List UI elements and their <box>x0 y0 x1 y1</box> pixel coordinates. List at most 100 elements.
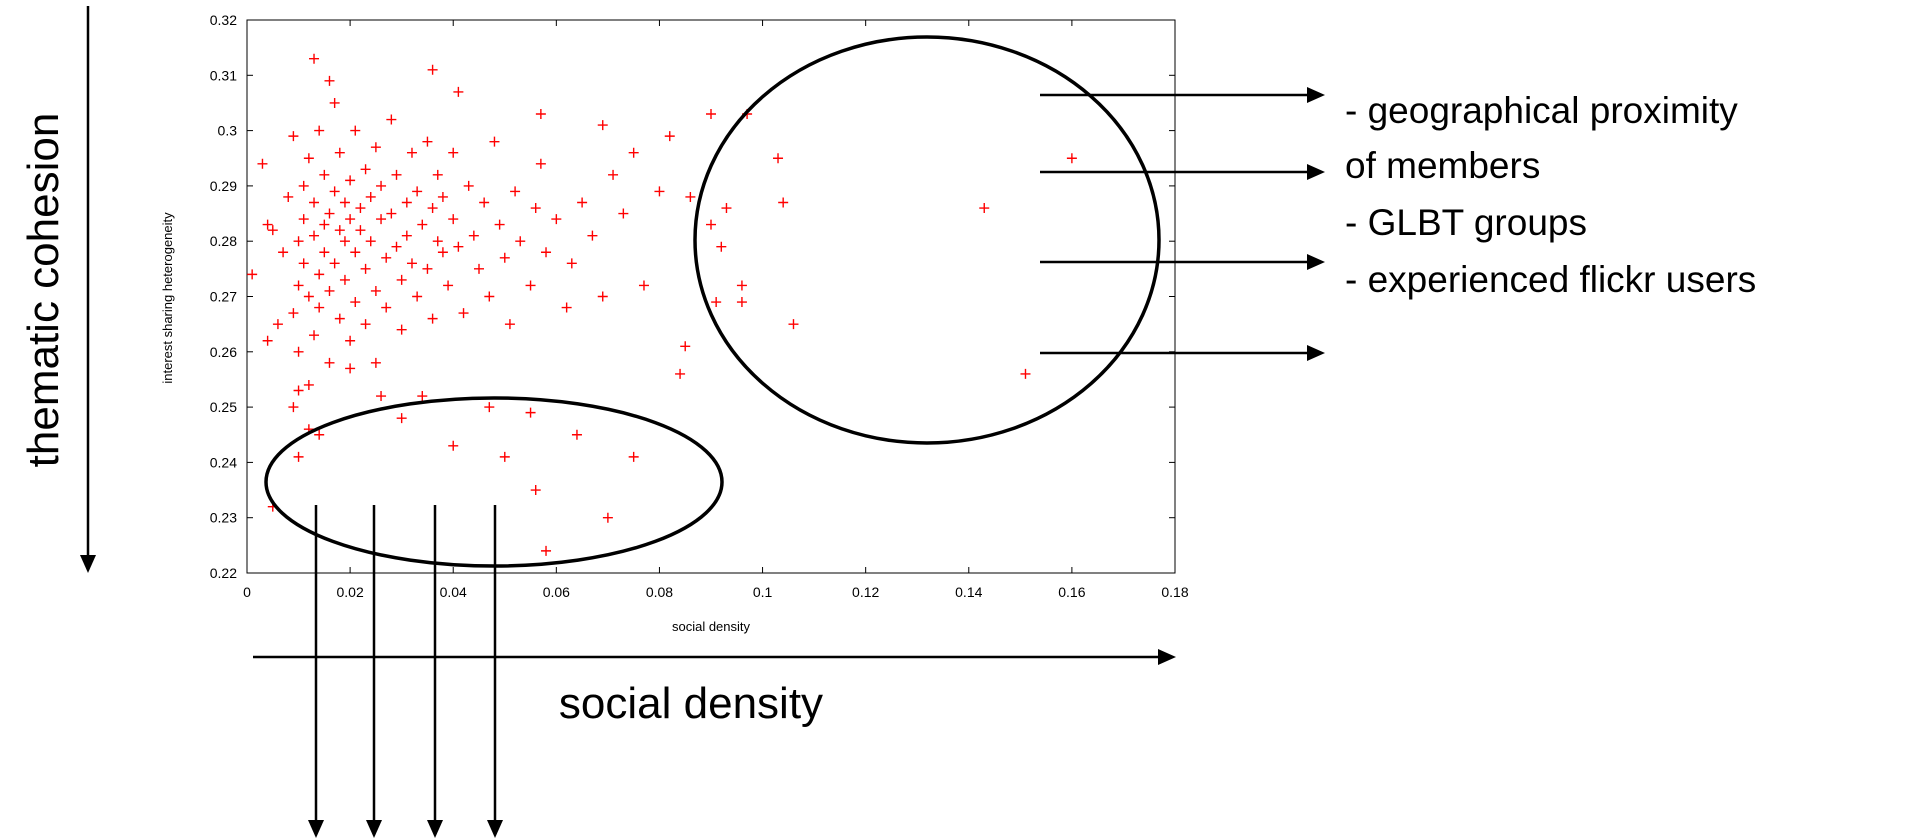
y-tick-label: 0.31 <box>210 67 237 83</box>
scatter-point <box>773 153 784 164</box>
scatter-point <box>309 53 320 64</box>
scatter-point <box>417 391 428 402</box>
note-line-1: - geographical proximity <box>1345 90 1738 131</box>
scatter-point <box>360 319 371 330</box>
y-tick-label: 0.23 <box>210 510 237 526</box>
scatter-point <box>664 131 675 142</box>
scatter-point <box>706 109 716 120</box>
scatter-point <box>412 291 423 302</box>
note-line-4: - experienced flickr users <box>1345 259 1756 300</box>
scatter-point <box>355 225 366 236</box>
scatter-point <box>561 302 572 313</box>
scatter-point <box>453 241 464 252</box>
x-tick-label: 0.18 <box>1161 584 1188 600</box>
scatter-point <box>396 274 407 285</box>
scatter-point <box>396 413 407 424</box>
scatter-point <box>458 308 469 319</box>
scatter-point <box>396 324 407 335</box>
scatter-point <box>432 169 443 180</box>
scatter-point <box>494 219 505 230</box>
scatter-point <box>510 186 521 197</box>
scatter-point <box>602 512 613 523</box>
scatter-point <box>345 175 356 186</box>
scatter-point <box>443 280 454 291</box>
scatter-point <box>479 197 490 208</box>
scatter-point <box>319 219 330 230</box>
scatter-point <box>314 302 325 313</box>
scatter-point <box>571 429 582 440</box>
scatter-point <box>288 131 299 142</box>
scatter-point <box>345 214 356 225</box>
scatter-point <box>541 545 552 556</box>
scatter-point <box>262 219 273 230</box>
x-axis-title: social density <box>672 619 751 634</box>
scatter-point <box>448 147 459 158</box>
y-tick-label: 0.25 <box>210 399 237 415</box>
scatter-point <box>381 252 392 263</box>
scatter-point <box>314 429 325 440</box>
scatter-point <box>401 230 412 241</box>
high-density-ellipse <box>693 35 1161 445</box>
scatter-point <box>432 236 443 247</box>
y-tick-label: 0.3 <box>218 123 238 139</box>
scatter-point <box>319 169 330 180</box>
scatter-point <box>345 335 356 346</box>
scatter-point <box>278 247 289 258</box>
scatter-point <box>365 236 376 247</box>
scatter-point <box>437 247 448 258</box>
down-arrows <box>308 505 503 838</box>
scatter-point <box>525 280 536 291</box>
scatter-point <box>979 203 990 214</box>
scatter-point <box>262 335 273 346</box>
x-tick-label: 0.04 <box>440 584 467 600</box>
scatter-point <box>711 297 722 308</box>
scatter-point <box>499 451 510 462</box>
scatter-point <box>788 319 799 330</box>
scatter-point <box>350 247 361 258</box>
scatter-point <box>314 125 325 136</box>
scatter-point <box>406 147 417 158</box>
note-line-2: of members <box>1345 145 1540 186</box>
y-tick-label: 0.26 <box>210 344 237 360</box>
scatter-point <box>329 258 340 269</box>
scatter-point <box>448 214 459 225</box>
scatter-point <box>535 158 546 169</box>
thematic-cohesion-arrow <box>80 6 96 573</box>
scatter-point <box>288 402 299 413</box>
scatter-point <box>303 379 314 390</box>
scatter-point <box>381 302 392 313</box>
scatter-point <box>437 191 448 202</box>
y-axis-title: interest sharing heterogeneity <box>160 212 175 384</box>
social-density-label: social density <box>559 679 823 728</box>
x-tick-label: 0.12 <box>852 584 879 600</box>
scatter-point <box>489 136 500 147</box>
scatter-point <box>376 214 387 225</box>
scatter-point <box>654 186 665 197</box>
scatter-point <box>303 291 314 302</box>
x-tick-label: 0.1 <box>753 584 773 600</box>
scatter-point <box>324 208 335 219</box>
scatter-point <box>267 225 278 236</box>
scatter-point <box>370 142 381 153</box>
scatter-point <box>257 158 268 169</box>
scatter-point <box>628 147 639 158</box>
scatter-point <box>401 197 412 208</box>
scatter-point <box>484 291 495 302</box>
scatter-point <box>525 407 536 418</box>
scatter-point <box>515 236 526 247</box>
scatter-point <box>293 385 304 396</box>
scatter-point <box>350 125 361 136</box>
scatter-point <box>376 180 387 191</box>
scatter-point <box>339 274 350 285</box>
scatter-point <box>778 197 789 208</box>
scatter-point <box>1020 368 1031 379</box>
y-tick-label: 0.32 <box>210 12 237 28</box>
scatter-point <box>324 357 335 368</box>
scatter-point <box>391 169 402 180</box>
y-tick-label: 0.28 <box>210 233 237 249</box>
scatter-point <box>298 258 309 269</box>
x-tick-label: 0.06 <box>543 584 570 600</box>
scatter-point <box>283 191 294 202</box>
scatter-point <box>484 402 495 413</box>
axis-ticks: 0 0.02 0.04 0.06 0.08 0.1 0.12 0.14 0.16 0.18 0.22… <box>210 12 1189 600</box>
